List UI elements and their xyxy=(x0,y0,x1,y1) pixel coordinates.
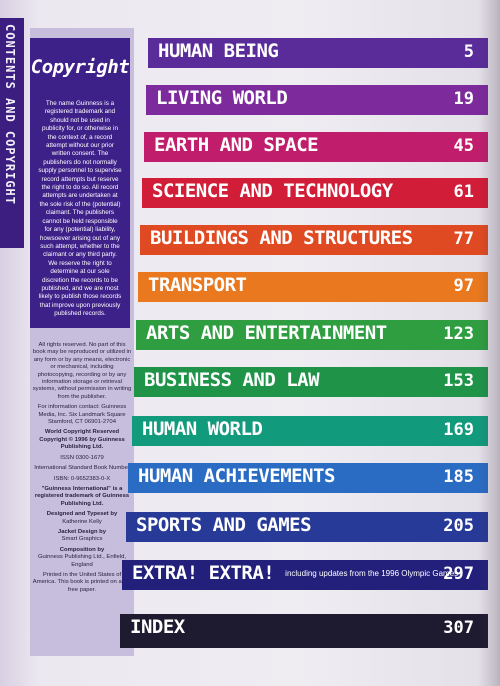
section-title-text: HUMAN WORLD xyxy=(142,418,263,440)
section-page-number: 61 xyxy=(453,182,474,202)
copyright-box: Copyright The name Guinness is a registe… xyxy=(30,38,130,328)
section-title: EXTRA! EXTRA! including updates from the… xyxy=(132,562,458,584)
section-band[interactable]: EXTRA! EXTRA! including updates from the… xyxy=(122,560,488,590)
section-title: ARTS AND ENTERTAINMENT xyxy=(146,322,387,344)
section-title: LIVING WORLD xyxy=(156,87,288,109)
section-band[interactable]: SCIENCE AND TECHNOLOGY 61 xyxy=(142,178,488,208)
section-title-text: INDEX xyxy=(130,616,185,638)
issn: ISSN 0300-1679 xyxy=(60,454,104,461)
section-title-text: HUMAN ACHIEVEMENTS xyxy=(138,465,335,487)
legal-info: All rights reserved. No part of this boo… xyxy=(32,342,132,597)
designed-label: Designed and Typeset by xyxy=(46,511,118,518)
section-band[interactable]: LIVING WORLD 19 xyxy=(146,85,488,115)
section-title: SPORTS AND GAMES xyxy=(136,514,312,536)
isbn: ISBN: 0-9652383-0-X xyxy=(53,475,111,482)
isbn-label: International Standard Book Number xyxy=(34,465,130,472)
spine-label: CONTENTS AND COPYRIGHT xyxy=(3,24,17,205)
section-title: SCIENCE AND TECHNOLOGY xyxy=(152,180,393,202)
section-band[interactable]: EARTH AND SPACE 45 xyxy=(144,132,488,162)
printed-note: Printed in the United States of America.… xyxy=(32,571,132,593)
section-band[interactable]: INDEX 307 xyxy=(120,614,488,648)
section-page-number: 307 xyxy=(443,618,474,638)
jacket-name: Smart Graphics xyxy=(61,536,103,543)
page-gutter xyxy=(478,0,500,686)
section-page-number: 185 xyxy=(443,467,474,487)
world-copyright: World Copyright Reserved Copyright © 199… xyxy=(39,429,125,451)
section-band[interactable]: BUSINESS AND LAW 153 xyxy=(134,367,488,397)
section-title: HUMAN BEING xyxy=(158,40,279,62)
section-page-number: 77 xyxy=(453,229,474,249)
section-title-text: HUMAN BEING xyxy=(158,40,279,62)
trademark-note: "Guinness International" is a registered… xyxy=(34,485,130,507)
section-title: BUSINESS AND LAW xyxy=(144,369,320,391)
section-band[interactable]: HUMAN WORLD 169 xyxy=(132,416,488,446)
composition-label: Composition by xyxy=(59,546,105,553)
section-title: BUILDINGS AND STRUCTURES xyxy=(150,227,413,249)
section-subtitle: including updates from the 1996 Olympic … xyxy=(285,569,459,578)
composition-name: Guinness Publishing Ltd., Enfield, Engla… xyxy=(37,554,127,568)
section-title-text: BUILDINGS AND STRUCTURES xyxy=(150,227,413,249)
section-title-text: EXTRA! EXTRA! xyxy=(132,562,275,584)
section-title-text: SPORTS AND GAMES xyxy=(136,514,312,536)
section-title: EARTH AND SPACE xyxy=(154,134,319,156)
section-page-number: 205 xyxy=(443,516,474,536)
section-band[interactable]: SPORTS AND GAMES 205 xyxy=(126,512,488,542)
section-band[interactable]: BUILDINGS AND STRUCTURES 77 xyxy=(140,225,488,255)
rights-reserved: All rights reserved. No part of this boo… xyxy=(32,342,132,400)
section-title: HUMAN ACHIEVEMENTS xyxy=(138,465,335,487)
section-title-text: EARTH AND SPACE xyxy=(154,134,319,156)
spine-tab: CONTENTS AND COPYRIGHT xyxy=(0,18,24,248)
section-title-text: BUSINESS AND LAW xyxy=(144,369,320,391)
section-page-number: 19 xyxy=(453,89,474,109)
section-band[interactable]: HUMAN ACHIEVEMENTS 185 xyxy=(128,463,488,493)
section-title-text: LIVING WORLD xyxy=(156,87,288,109)
section-band[interactable]: HUMAN BEING 5 xyxy=(148,38,488,68)
copyright-title: Copyright xyxy=(30,56,130,78)
section-page-number: 169 xyxy=(443,420,474,440)
jacket-label: Jacket Design by xyxy=(57,528,107,535)
section-band[interactable]: ARTS AND ENTERTAINMENT 123 xyxy=(136,320,488,350)
section-page-number: 153 xyxy=(443,371,474,391)
copyright-notice: The name Guinness is a registered tradem… xyxy=(38,100,122,318)
section-page-number: 5 xyxy=(463,42,474,62)
section-title: HUMAN WORLD xyxy=(142,418,263,440)
section-title: INDEX xyxy=(130,616,185,638)
section-title-text: SCIENCE AND TECHNOLOGY xyxy=(152,180,393,202)
designed-name: Katherine Kelly xyxy=(62,518,102,525)
section-page-number: 123 xyxy=(443,324,474,344)
section-page-number: 97 xyxy=(453,276,474,296)
contact-info: For information contact: Guinness Media,… xyxy=(37,404,127,426)
section-page-number: 297 xyxy=(443,564,474,584)
section-title-text: TRANSPORT xyxy=(148,274,247,296)
section-page-number: 45 xyxy=(453,136,474,156)
section-title: TRANSPORT xyxy=(148,274,247,296)
section-band[interactable]: TRANSPORT 97 xyxy=(138,272,488,302)
section-title-text: ARTS AND ENTERTAINMENT xyxy=(146,322,387,344)
